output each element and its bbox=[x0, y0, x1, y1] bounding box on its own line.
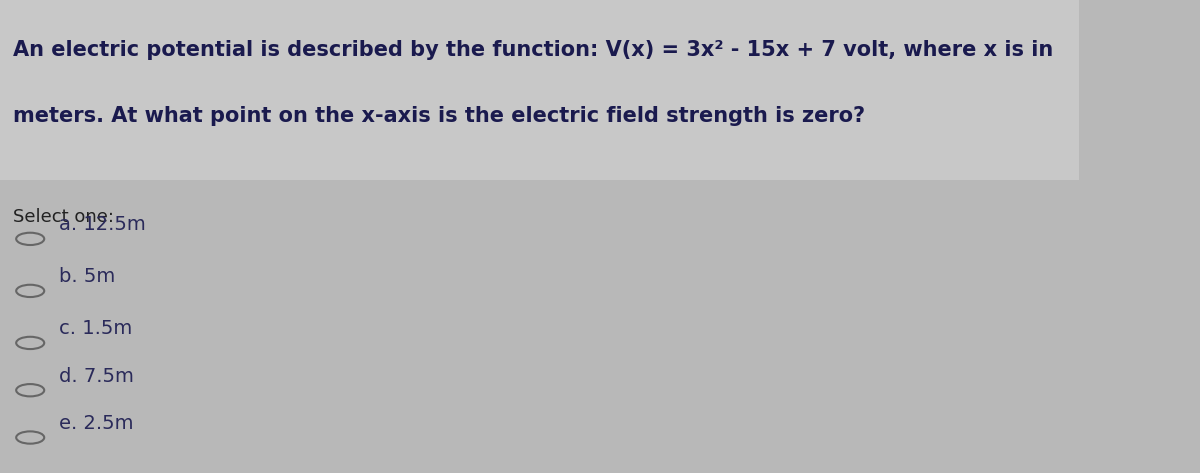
Text: e. 2.5m: e. 2.5m bbox=[59, 414, 134, 433]
Text: Select one:: Select one: bbox=[13, 208, 114, 226]
Text: c. 1.5m: c. 1.5m bbox=[59, 319, 132, 338]
Text: meters. At what point on the x-axis is the electric field strength is zero?: meters. At what point on the x-axis is t… bbox=[13, 106, 865, 126]
Text: b. 5m: b. 5m bbox=[59, 267, 115, 286]
Text: a. 12.5m: a. 12.5m bbox=[59, 215, 146, 234]
Text: An electric potential is described by the function: V(x) = 3x² - 15x + 7 volt, w: An electric potential is described by th… bbox=[13, 40, 1054, 60]
FancyBboxPatch shape bbox=[0, 0, 1079, 180]
Text: d. 7.5m: d. 7.5m bbox=[59, 367, 134, 385]
